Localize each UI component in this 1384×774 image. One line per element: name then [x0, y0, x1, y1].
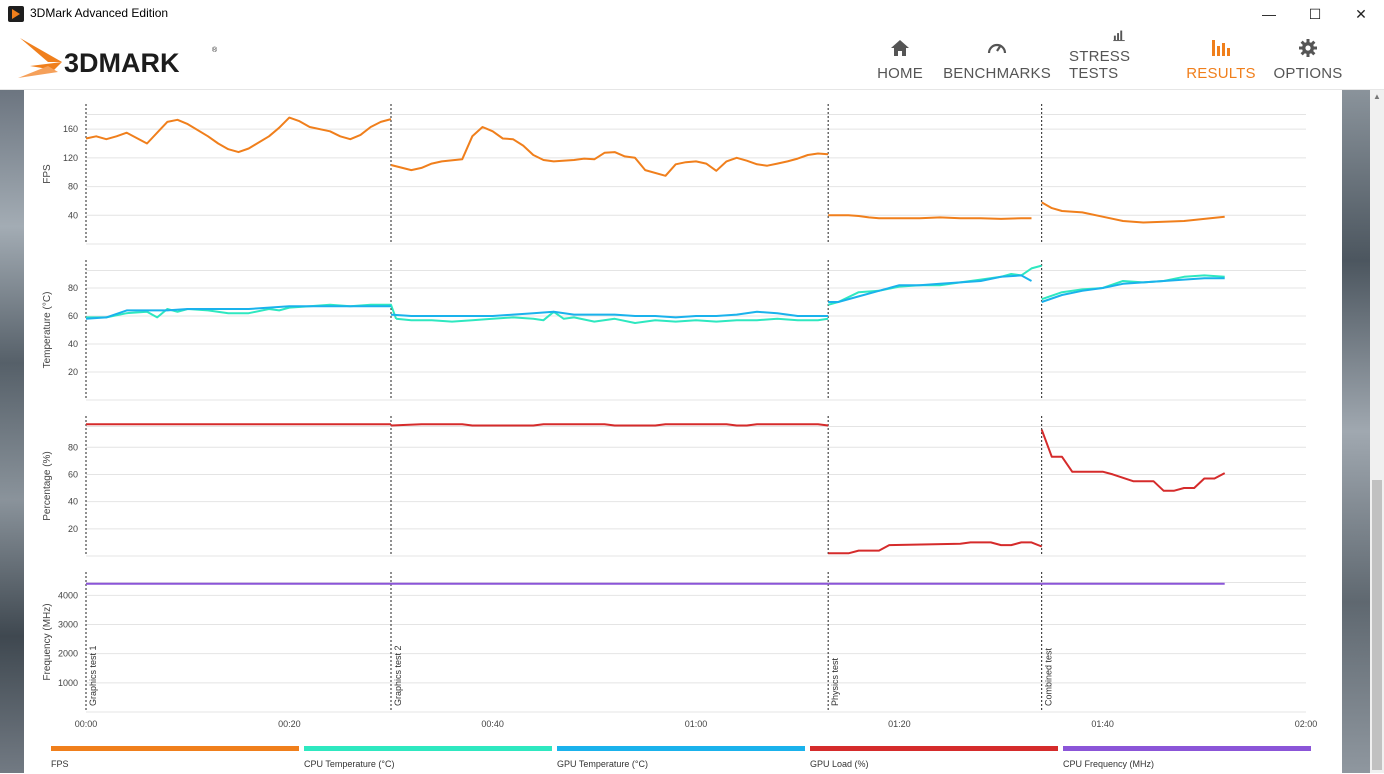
y-axis-label: Percentage (%) [42, 451, 53, 520]
title-bar: 3DMark Advanced Edition — ☐ ✕ [0, 0, 1384, 28]
series-line [828, 541, 1043, 555]
test-name-label: Combined test [1044, 647, 1054, 706]
legend-cpu-temperature-swatch [304, 746, 552, 751]
brand-registered-mark: ® [212, 46, 218, 54]
gauge-icon [987, 43, 1007, 54]
series-line [828, 274, 1032, 303]
nav-home-label: HOME [877, 65, 923, 82]
nav-home[interactable]: HOME [872, 28, 928, 90]
y-tick-label: 4000 [58, 590, 78, 600]
nav-benchmarks[interactable]: BENCHMARKS [943, 28, 1051, 90]
legend-fps-label: FPS [51, 759, 69, 769]
window-title: 3DMark Advanced Edition [30, 6, 169, 20]
x-tick-label: 01:40 [1091, 719, 1114, 729]
close-button[interactable]: ✕ [1355, 5, 1367, 22]
background-image-right [1342, 90, 1370, 773]
legend-cpu-temperature[interactable]: CPU Temperature (°C) [304, 746, 552, 774]
series-line [85, 305, 391, 320]
test-name-label: Graphics test 2 [393, 645, 403, 706]
x-tick-label: 01:20 [888, 719, 911, 729]
legend-gpu-temperature[interactable]: GPU Temperature (°C) [557, 746, 805, 774]
y-tick-label: 80 [68, 442, 78, 452]
minimize-button[interactable]: — [1262, 6, 1276, 22]
y-tick-label: 60 [68, 469, 78, 479]
nav-options-label: OPTIONS [1273, 65, 1343, 82]
series-line [85, 116, 392, 154]
nav-options[interactable]: OPTIONS [1272, 28, 1344, 90]
app-logo-icon [8, 6, 24, 22]
bars-icon [1113, 30, 1125, 42]
series-line [1041, 277, 1225, 303]
series-line [390, 423, 829, 427]
legend-cpu-frequency-swatch [1063, 746, 1311, 751]
series-line [1040, 429, 1226, 492]
legend-cpu-frequency-label: CPU Frequency (MHz) [1063, 759, 1155, 769]
test-name-label: Graphics test 1 [88, 645, 98, 706]
maximize-button[interactable]: ☐ [1308, 5, 1322, 22]
legend-gpu-load-label: GPU Load (%) [810, 759, 869, 769]
legend-gpu-load-swatch [810, 746, 1058, 751]
background-image-left [0, 90, 24, 773]
app-header: 3DMARK ® HOME BENCHMARKS STRESS TESTS RE… [0, 28, 1384, 90]
legend-cpu-temperature-label: CPU Temperature (°C) [304, 759, 395, 769]
x-tick-label: 01:00 [685, 719, 708, 729]
y-tick-label: 80 [68, 283, 78, 293]
nav-results-label: RESULTS [1186, 65, 1256, 82]
x-tick-label: 00:00 [75, 719, 98, 729]
3dmark-logo[interactable]: 3DMARK ® [18, 36, 228, 80]
y-axis-label: Temperature (°C) [42, 292, 53, 369]
x-tick-label: 00:20 [278, 719, 301, 729]
y-axis-label: FPS [42, 164, 53, 184]
y-tick-label: 40 [68, 210, 78, 220]
y-tick-label: 60 [68, 311, 78, 321]
nav-results[interactable]: RESULTS [1186, 28, 1256, 90]
y-tick-label: 120 [63, 153, 78, 163]
gear-icon [1299, 39, 1317, 57]
series-line [396, 310, 829, 324]
legend-fps-swatch [51, 746, 299, 751]
vertical-scrollbar[interactable]: ▲ [1370, 90, 1384, 773]
x-tick-label: 00:40 [481, 719, 504, 729]
y-tick-label: 80 [68, 182, 78, 192]
legend-gpu-temperature-label: GPU Temperature (°C) [557, 759, 648, 769]
y-tick-label: 160 [63, 124, 78, 134]
series-line [1041, 201, 1225, 224]
y-tick-label: 1000 [58, 678, 78, 688]
y-tick-label: 2000 [58, 649, 78, 659]
results-bars-icon [1212, 40, 1230, 56]
series-line [1041, 274, 1225, 301]
brand-wordmark: 3DMARK [64, 48, 180, 78]
y-tick-label: 40 [68, 497, 78, 507]
legend-gpu-temperature-swatch [557, 746, 805, 751]
y-tick-label: 20 [68, 367, 78, 377]
scroll-thumb[interactable] [1372, 480, 1382, 770]
legend-fps[interactable]: FPS [51, 746, 299, 774]
legend-gpu-load[interactable]: GPU Load (%) [810, 746, 1058, 774]
series-line [390, 126, 829, 177]
scroll-up-arrow-icon[interactable]: ▲ [1373, 92, 1381, 101]
nav-stress-tests-label: STRESS TESTS [1069, 48, 1131, 82]
home-icon [891, 40, 909, 56]
y-tick-label: 40 [68, 339, 78, 349]
nav-stress-tests[interactable]: STRESS TESTS [1069, 28, 1169, 90]
y-tick-label: 20 [68, 524, 78, 534]
x-tick-label: 02:00 [1295, 719, 1318, 729]
y-tick-label: 3000 [58, 620, 78, 630]
monitoring-chart: 40 80 120 160 FPS 20 40 60 80 Temperature (°C) 20 4… [42, 104, 1318, 729]
legend-cpu-frequency[interactable]: CPU Frequency (MHz) [1063, 746, 1311, 774]
y-axis-label: Frequency (MHz) [42, 603, 53, 680]
series-line [828, 214, 1032, 220]
series-line [827, 264, 1042, 306]
nav-benchmarks-label: BENCHMARKS [943, 65, 1051, 82]
results-panel: 40 80 120 160 FPS 20 40 60 80 Temperature (°C) 20 4… [24, 90, 1342, 773]
series-line [390, 310, 829, 319]
test-name-label: Physics test [830, 657, 840, 706]
